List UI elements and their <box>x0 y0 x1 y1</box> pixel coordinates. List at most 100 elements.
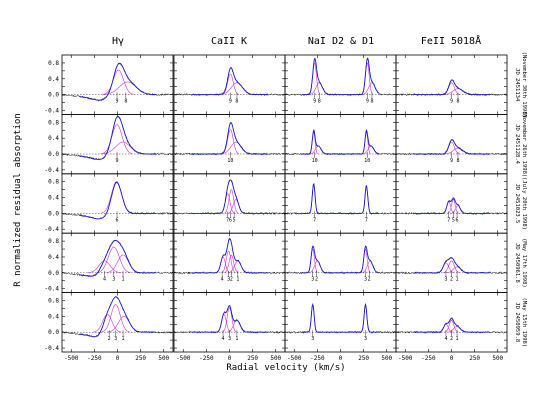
observed-spectrum <box>61 239 174 278</box>
component-curve <box>222 73 239 95</box>
component-label: 9 <box>116 158 119 164</box>
y-axis-title: R normalized residual absorption <box>13 113 23 286</box>
panel-frame <box>61 232 174 293</box>
component-label: 8 <box>456 158 459 164</box>
x-tick-label: 250 <box>247 355 258 362</box>
observed-spectrum <box>395 256 508 275</box>
fit-curve <box>413 139 490 155</box>
component-label: 9 <box>450 99 453 105</box>
component-label: 3 <box>228 336 231 342</box>
component-label: 8 <box>124 99 127 105</box>
observed-spectrum <box>284 303 397 334</box>
x-tick-label: -500 <box>398 355 413 362</box>
component-label: 3 <box>112 277 115 283</box>
x-tick-label: 500 <box>492 355 503 362</box>
component-curve <box>224 189 239 214</box>
component-label: 9 <box>116 99 119 105</box>
panel-grid: -0.40.00.40.89 8 9 8 9 8 9 8 9 8-0.40.00.40.89 10 1… <box>45 54 508 362</box>
x-tick-label: -250 <box>310 355 325 362</box>
component-curve <box>101 124 133 154</box>
x-tick-label: 500 <box>158 355 169 362</box>
panel-frame <box>284 173 397 234</box>
component-curve <box>444 319 459 333</box>
row-label-jd: JD 2450959.8 <box>514 302 520 342</box>
x-tick-label: 250 <box>135 355 146 362</box>
y-tick-label: 0.4 <box>48 76 59 83</box>
row-label-date: (November 30th 1998) <box>521 52 527 118</box>
panel-frame <box>395 114 508 175</box>
x-tick-label: -250 <box>199 355 214 362</box>
x-tick-label: 500 <box>270 355 281 362</box>
component-label: 3 <box>444 277 447 283</box>
component-label: 2 <box>230 277 233 283</box>
x-axis-title: Radial velocity (km/s) <box>226 363 345 373</box>
component-curve <box>97 246 131 273</box>
y-tick-label: 0.8 <box>48 238 59 245</box>
component-label: 8 <box>235 99 238 105</box>
panel-r3-c0: -0.4 0.0 0.4 0.8 4 3 1 <box>45 232 174 293</box>
component-label: 7 <box>226 217 229 223</box>
fit-curve <box>191 305 268 333</box>
fit-curve <box>302 245 379 274</box>
component-curve <box>107 316 141 333</box>
component-label: 9 <box>450 158 453 164</box>
component-label: 7 <box>313 217 316 223</box>
row-label-date: (July 20th 1998) <box>521 177 527 230</box>
panel-frame <box>173 54 286 115</box>
fit-curve <box>79 115 156 160</box>
fit-curve <box>79 62 156 101</box>
component-curve <box>93 314 122 333</box>
panel-frame <box>61 114 174 175</box>
panel-r4-c1: -500 -250 0 250 500 4 3 1 <box>173 292 286 362</box>
y-tick-label: 0.4 <box>48 254 59 261</box>
component-label: 8 <box>370 99 373 105</box>
observed-spectrum <box>61 295 174 338</box>
x-tick-label: -500 <box>64 355 79 362</box>
x-tick-label: 250 <box>469 355 480 362</box>
component-label: 7 <box>365 217 368 223</box>
component-label: 7 <box>447 217 450 223</box>
panel-r2-c0: -0.4 0.0 0.4 0.8 6 <box>45 173 174 234</box>
y-tick-label: 0.8 <box>48 179 59 186</box>
component-label: 6 <box>116 217 119 223</box>
observed-spectrum <box>173 305 286 334</box>
component-label: 3 <box>364 336 367 342</box>
panel-frame <box>173 232 286 293</box>
component-label: 1 <box>235 336 238 342</box>
column-title-nai: NaI D2 & D1 <box>308 36 374 47</box>
y-tick-label: 0.4 <box>48 313 59 320</box>
panel-frame <box>173 173 286 234</box>
component-label: 1 <box>236 277 239 283</box>
panel-frame <box>284 232 397 293</box>
component-label: 4 <box>103 277 106 283</box>
panel-frame <box>395 232 508 293</box>
fit-curve <box>191 179 268 214</box>
component-curve <box>103 69 134 95</box>
panel-frame <box>284 114 397 175</box>
component-label: 1 <box>456 277 459 283</box>
component-label: 6 <box>456 217 459 223</box>
row-label-date: (November 26th 1998) <box>521 111 527 177</box>
panel-frame <box>61 292 174 353</box>
component-label: 1 <box>122 336 125 342</box>
component-label: 9 <box>229 99 232 105</box>
component-curve <box>222 307 237 333</box>
y-tick-label: 0.0 <box>48 210 59 217</box>
fit-curve <box>413 79 490 96</box>
x-tick-label: 0 <box>228 355 232 362</box>
y-tick-label: -0.4 <box>45 107 60 114</box>
fit-curve <box>413 197 490 214</box>
panel-r4-c0: -0.4 0.0 0.4 0.8 -500 -250 0 250 500 2 3 1 <box>45 292 174 362</box>
panel-frame <box>173 114 286 175</box>
panel-frame <box>173 292 286 353</box>
panel-r0-c0: -0.4 0.0 0.4 0.8 9 8 <box>45 54 174 115</box>
y-tick-label: 0.0 <box>48 270 59 277</box>
fit-curve <box>191 238 268 274</box>
